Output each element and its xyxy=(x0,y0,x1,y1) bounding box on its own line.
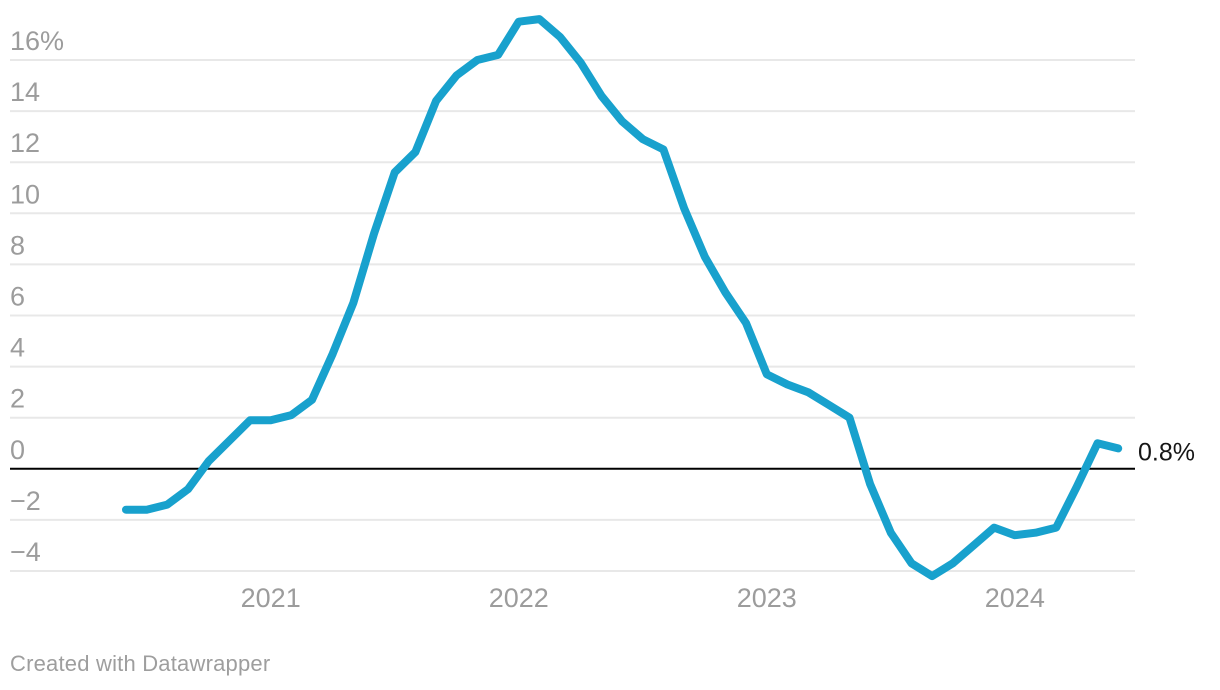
y-axis-tick-label: −2 xyxy=(10,486,41,516)
y-axis-tick-label: 12 xyxy=(10,128,40,158)
x-axis-year-label: 2024 xyxy=(985,583,1045,613)
y-axis-tick-label: 14 xyxy=(10,77,40,107)
attribution-text: Created with Datawrapper xyxy=(10,651,271,676)
y-axis-tick-label: 16% xyxy=(10,26,64,56)
y-axis-tick-label: 8 xyxy=(10,230,25,260)
end-value-label: 0.8% xyxy=(1138,438,1195,466)
x-axis-year-label: 2022 xyxy=(489,583,549,613)
y-axis-tick-label: 6 xyxy=(10,282,25,312)
y-axis-tick-label: 10 xyxy=(10,179,40,209)
x-axis-year-label: 2021 xyxy=(241,583,301,613)
y-axis-tick-label: −4 xyxy=(10,537,41,567)
y-axis-tick-label: 4 xyxy=(10,333,25,363)
data-line xyxy=(122,15,1123,581)
x-axis-year-label: 2023 xyxy=(737,583,797,613)
y-axis-tick-label: 2 xyxy=(10,384,25,414)
y-axis-tick-label: 0 xyxy=(10,435,25,465)
